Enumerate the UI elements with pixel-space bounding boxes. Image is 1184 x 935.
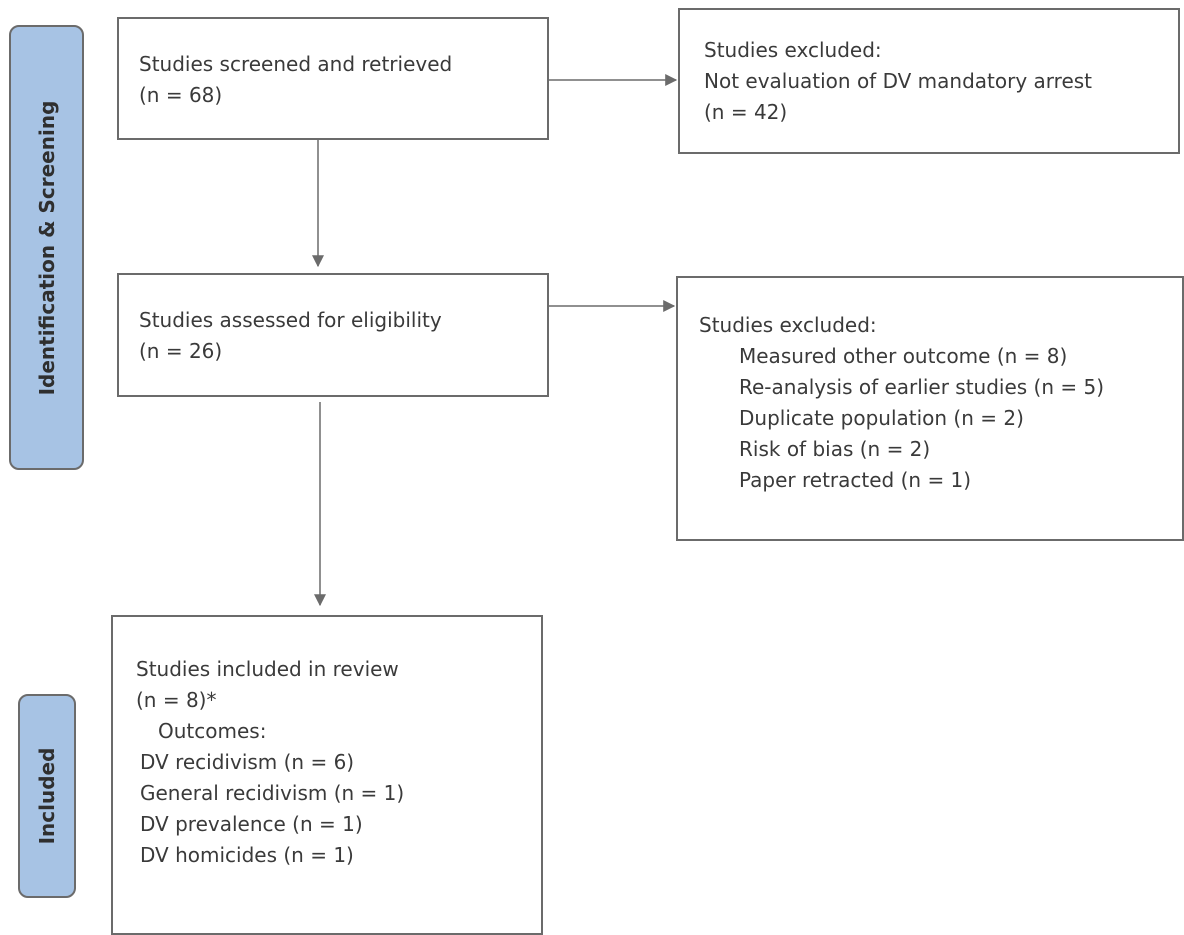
included-label: Studies included in review [136,657,399,681]
excluded2-reason-item: Measured other outcome (n = 8) [739,344,1068,368]
included-outcome-item: DV prevalence (n = 1) [140,812,363,836]
box-studies-included: Studies included in review (n = 8)* Outc… [111,615,543,935]
screened-label: Studies screened and retrieved [139,52,453,76]
included-count: (n = 8)* [136,688,217,712]
stage-identification-screening: Identification & Screening [9,25,84,470]
included-outcome-item: DV recidivism (n = 6) [140,750,355,774]
box-studies-eligibility: Studies assessed for eligibility (n = 26… [117,273,549,397]
excluded2-reason-item: Duplicate population (n = 2) [739,406,1024,430]
excluded2-heading: Studies excluded: [699,313,877,337]
included-outcomes-heading: Outcomes: [158,719,267,743]
included-outcome-item: General recidivism (n = 1) [140,781,405,805]
included-outcome-item: DV homicides (n = 1) [140,843,354,867]
box-studies-screened: Studies screened and retrieved (n = 68) [117,17,549,140]
excluded1-heading: Studies excluded: [704,38,882,62]
screened-count: (n = 68) [139,83,223,107]
excluded2-reason-item: Paper retracted (n = 1) [739,468,972,492]
eligibility-label: Studies assessed for eligibility [139,308,442,332]
box-studies-excluded-first: Studies excluded: Not evaluation of DV m… [678,8,1180,154]
excluded1-reason: Not evaluation of DV mandatory arrest [704,69,1093,93]
excluded2-reason-item: Re-analysis of earlier studies (n = 5) [739,375,1105,399]
excluded2-reason-item: Risk of bias (n = 2) [739,437,931,461]
stage-included: Included [18,694,76,898]
excluded1-count: (n = 42) [704,100,788,124]
eligibility-count: (n = 26) [139,339,223,363]
box-studies-excluded-second: Studies excluded: Measured other outcome… [676,276,1184,541]
